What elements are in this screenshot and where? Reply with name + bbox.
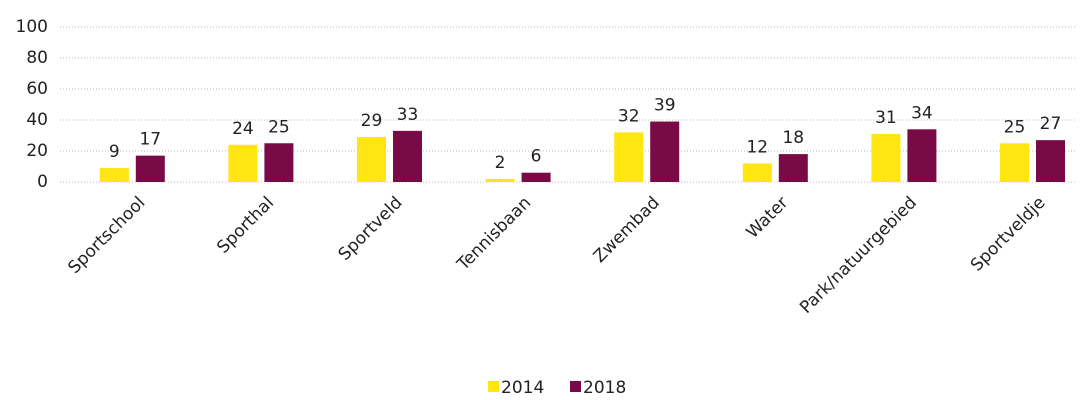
value-label: 33 (397, 105, 419, 125)
bar (871, 133, 901, 182)
bar (228, 144, 258, 182)
bar (99, 168, 129, 182)
value-label: 18 (782, 128, 804, 148)
x-tick-label: Sporthal (213, 193, 278, 258)
bar (357, 137, 386, 182)
bar (393, 130, 422, 182)
bar (614, 132, 644, 182)
value-label: 25 (268, 117, 290, 137)
bar (907, 129, 937, 182)
value-label: 25 (1004, 117, 1026, 137)
x-tick-label: Sportveld (335, 193, 407, 265)
x-tick-label: Zwembad (590, 193, 664, 267)
y-tick-label: 100 (16, 17, 48, 37)
y-tick-label: 80 (26, 48, 48, 68)
value-label: 29 (361, 111, 383, 131)
bar (521, 172, 551, 182)
value-label: 27 (1040, 114, 1062, 134)
value-label: 9 (109, 142, 120, 162)
bar (264, 143, 294, 182)
legend-swatch (488, 381, 499, 392)
value-label: 6 (531, 147, 542, 167)
x-tick-label: Sportveldje (967, 193, 1050, 276)
legend-swatch (570, 381, 581, 392)
bar (1000, 143, 1029, 182)
y-tick-label: 40 (26, 110, 48, 130)
value-label: 39 (654, 96, 676, 116)
x-tick-label: Sportschool (64, 193, 149, 278)
y-tick-label: 0 (37, 172, 48, 192)
bar (135, 155, 165, 182)
bar (742, 163, 772, 182)
value-label: 32 (618, 106, 640, 126)
value-label: 34 (911, 103, 933, 123)
value-label: 24 (232, 119, 254, 139)
legend-label: 2018 (583, 378, 626, 398)
value-label: 31 (875, 108, 897, 128)
value-label: 12 (746, 137, 768, 157)
x-tick-label: Tennisbaan (453, 193, 535, 275)
bar (650, 121, 680, 182)
bar (778, 154, 808, 182)
value-label: 2 (495, 153, 506, 173)
bar (485, 178, 515, 182)
legend-label: 2014 (501, 378, 544, 398)
value-label: 17 (139, 130, 161, 150)
y-tick-label: 60 (26, 79, 48, 99)
bar (1036, 140, 1065, 182)
x-tick-label: Park/natuurgebied (796, 193, 921, 318)
x-tick-label: Water (743, 193, 793, 243)
y-tick-label: 20 (26, 141, 48, 161)
